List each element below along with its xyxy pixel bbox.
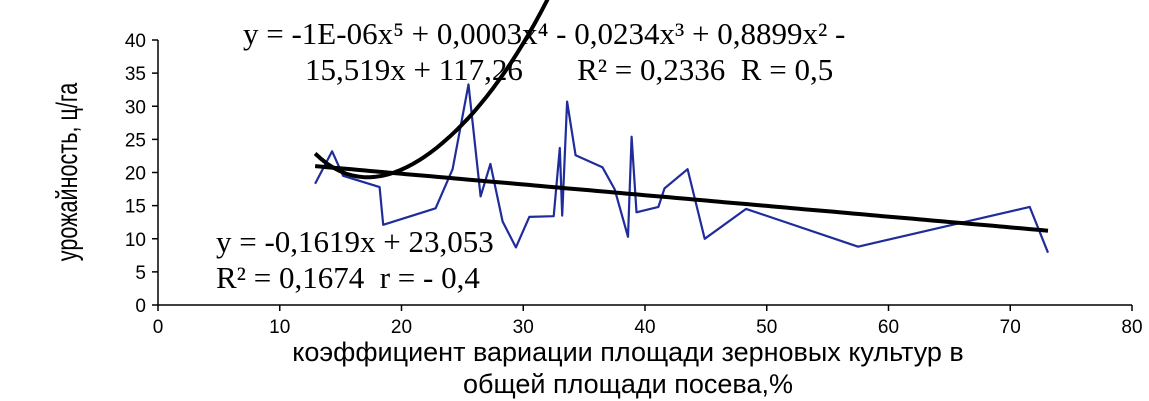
x-tick-label: 30 — [513, 317, 534, 338]
ticks: 0 10 20 30 40 50 60 70 80 0 5 10 15 20 25 30 35 40 — [125, 31, 1143, 338]
y-axis-title: урожайность, ц/га — [49, 82, 83, 261]
x-tick-label: 0 — [153, 317, 164, 338]
linear-equation-line1: y = -0,1619x + 23,053 — [216, 224, 494, 259]
y-tick-label: 20 — [125, 164, 146, 185]
y-tick-label: 30 — [125, 97, 146, 118]
x-tick-label: 50 — [756, 317, 777, 338]
poly-equation-line2: 15,519x + 117,26 R² = 0,2336 R = 0,5 — [305, 52, 833, 87]
x-axis-title-line2: общей площади посева,% — [463, 369, 793, 399]
data-series-line — [314, 83, 1050, 254]
linear-trendline — [314, 164, 1049, 233]
x-tick-label: 80 — [1121, 317, 1142, 338]
y-tick-label: 15 — [125, 197, 146, 218]
x-axis-title-line1: коэффициент вариации площади зерновых ку… — [292, 337, 964, 367]
y-tick-label: 5 — [135, 263, 146, 284]
plot-area — [313, 0, 1050, 254]
poly-equation-line1: y = -1E-06x⁵ + 0,0003x⁴ - 0,0234x³ + 0,8… — [243, 16, 845, 51]
y-tick-label: 25 — [125, 130, 146, 151]
x-tick-label: 70 — [1000, 317, 1021, 338]
y-tick-label: 35 — [125, 64, 146, 85]
polynomial-trendline — [313, 0, 550, 180]
y-tick-label: 40 — [125, 31, 146, 52]
x-tick-label: 40 — [634, 317, 655, 338]
linear-equation-line2: R² = 0,1674 r = - 0,4 — [216, 260, 480, 295]
x-tick-label: 20 — [391, 317, 412, 338]
y-tick-label: 10 — [125, 230, 146, 251]
x-tick-label: 10 — [269, 317, 290, 338]
x-tick-label: 60 — [878, 317, 899, 338]
y-tick-label: 0 — [135, 296, 146, 317]
